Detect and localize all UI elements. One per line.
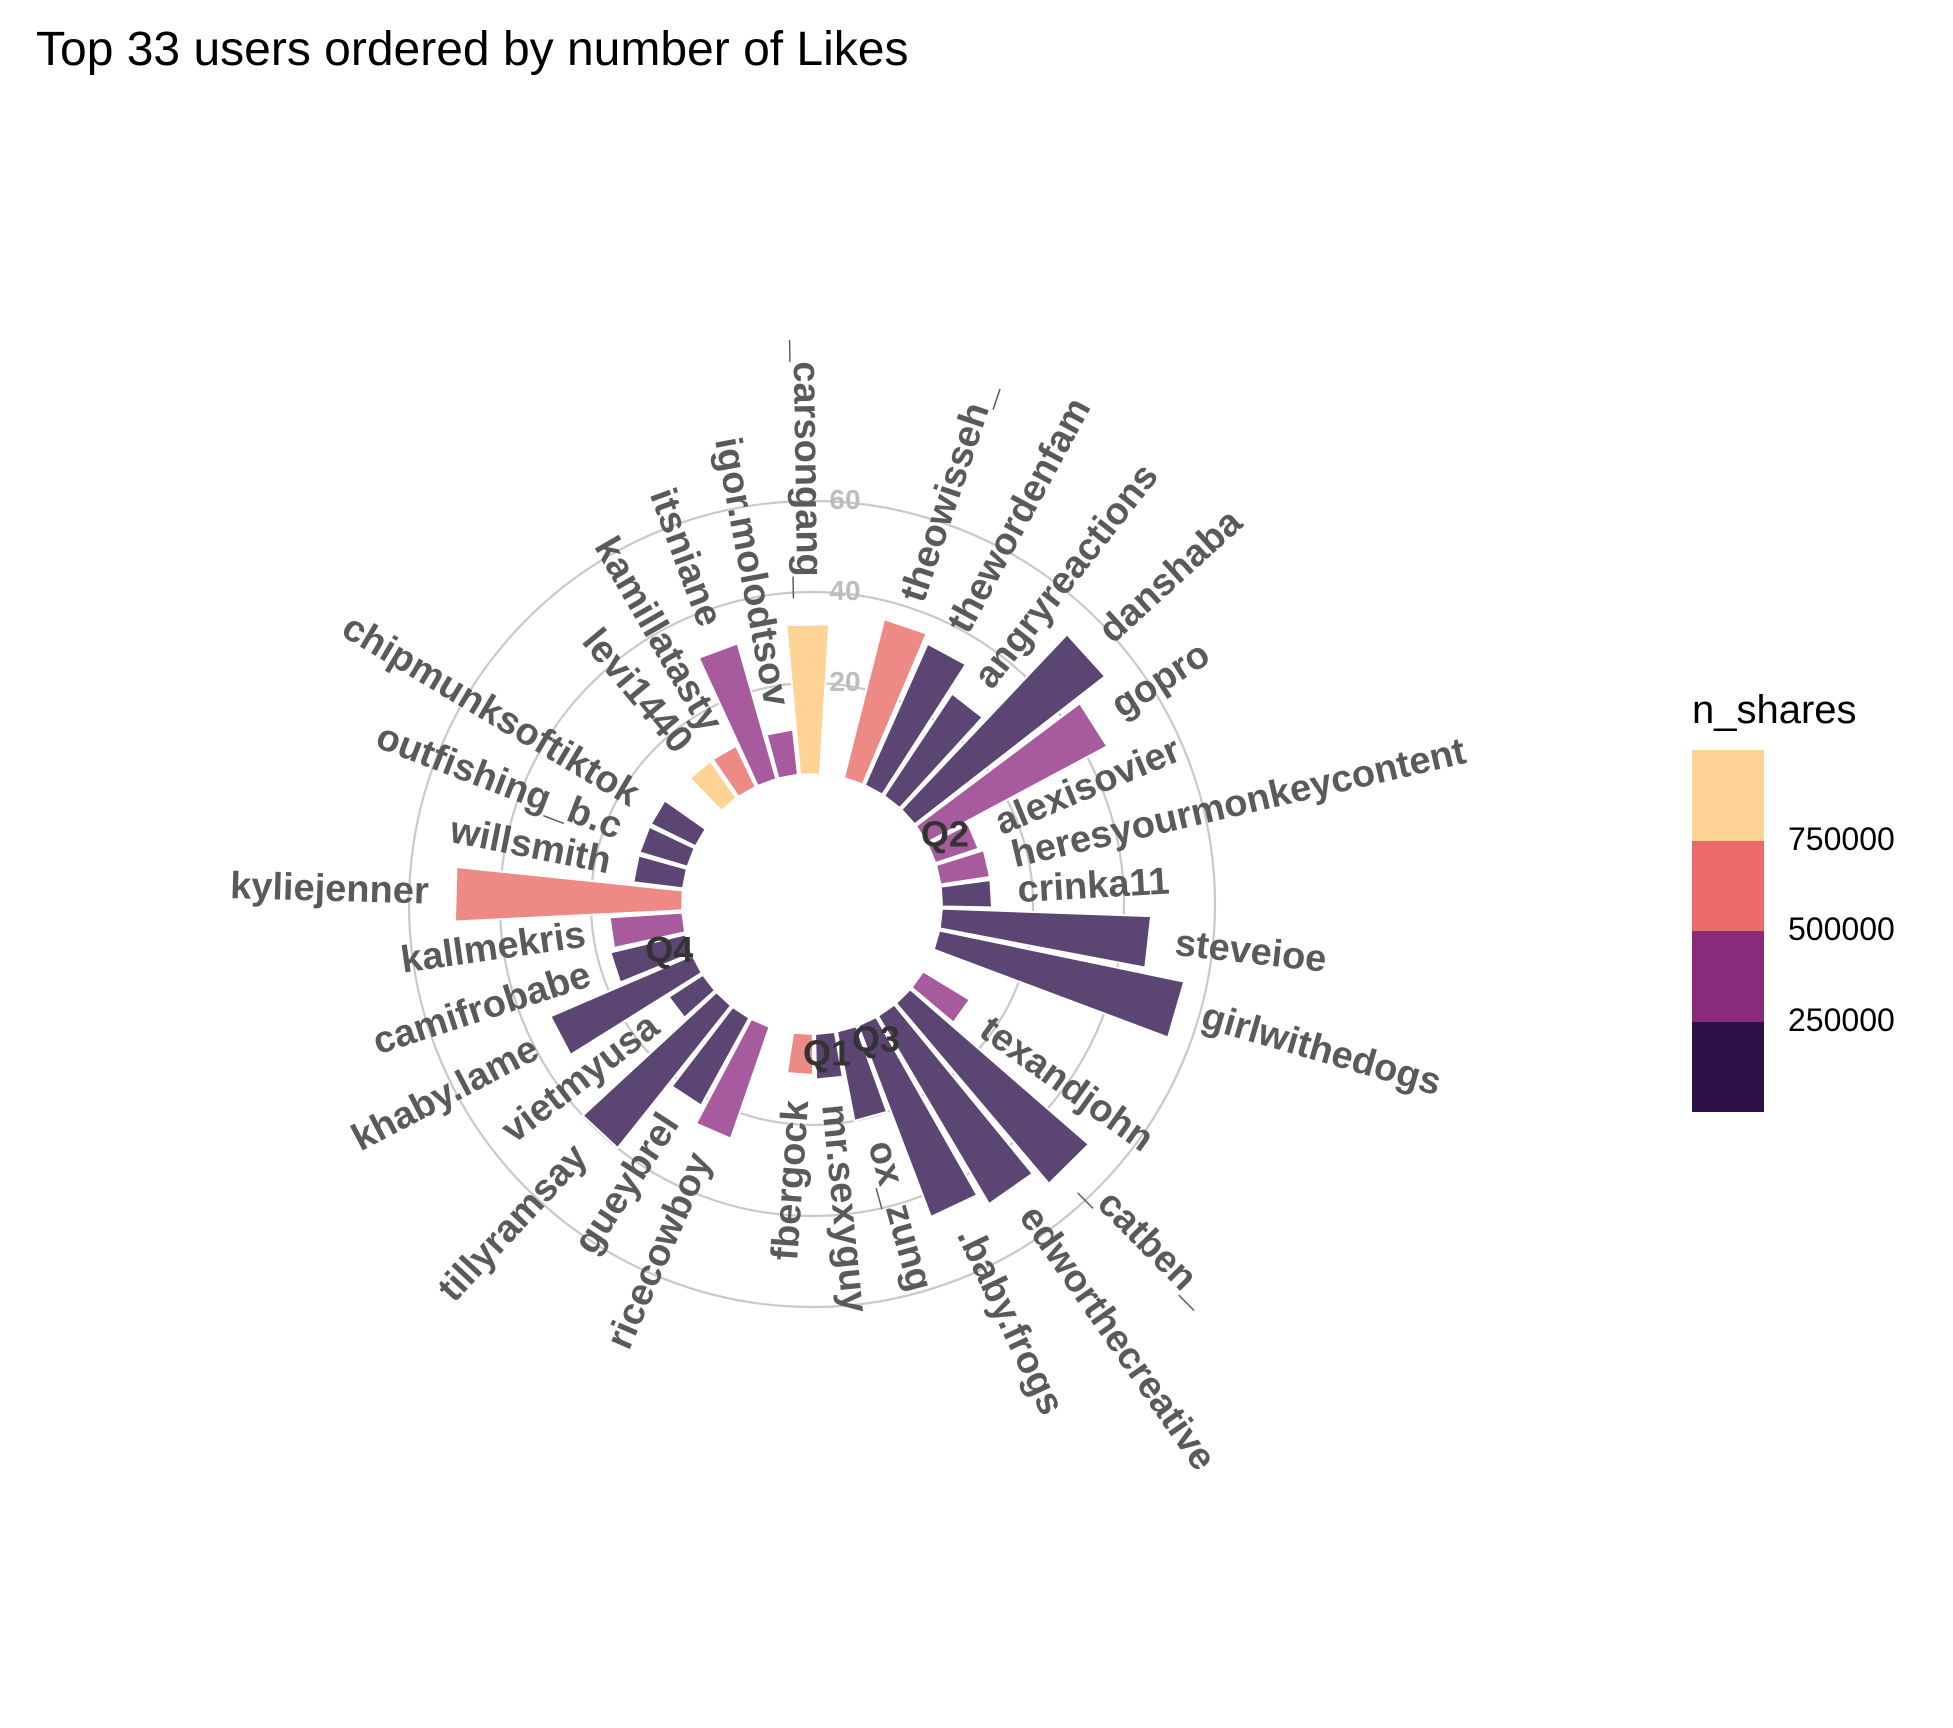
bar xyxy=(670,1005,751,1108)
legend-tick-label: 250000 xyxy=(1788,1001,1895,1038)
bar xyxy=(638,825,696,868)
bar xyxy=(697,642,778,788)
user-label: tillyramsay xyxy=(430,1136,596,1310)
bar xyxy=(876,1003,1035,1206)
chart-title: Top 33 users ordered by number of Likes xyxy=(36,23,909,76)
bar xyxy=(835,1025,889,1123)
bar xyxy=(608,911,687,950)
bar xyxy=(785,1031,815,1077)
legend-colorbar: 750000 500000 250000 xyxy=(1692,750,1895,1112)
group-label: Q3 xyxy=(852,1019,900,1060)
bar xyxy=(914,701,1109,845)
bar xyxy=(632,854,688,890)
legend-swatch xyxy=(1692,750,1764,841)
user-label: kyliejenner xyxy=(230,865,430,912)
bar xyxy=(453,865,684,923)
user-label: crinka11 xyxy=(1016,860,1170,911)
group-label: Q1 xyxy=(803,1032,851,1073)
bar xyxy=(856,1015,979,1219)
bar xyxy=(694,1017,771,1141)
bar xyxy=(785,623,831,776)
bar xyxy=(894,987,1091,1186)
legend-swatch xyxy=(1692,1021,1764,1112)
bar xyxy=(688,759,739,813)
group-label: Q4 xyxy=(645,929,693,970)
bar xyxy=(649,798,708,848)
user-label: _carsongang_ xyxy=(784,339,830,599)
bar xyxy=(711,744,757,799)
bar xyxy=(938,907,1153,969)
bar xyxy=(882,692,985,810)
bar xyxy=(549,954,704,1057)
bar xyxy=(814,1030,844,1081)
group-labels: Q1 Q2 Q3 Q4 xyxy=(645,813,969,1073)
user-label: fbergock xyxy=(764,1098,817,1262)
bar xyxy=(609,933,693,984)
legend-swatch xyxy=(1692,840,1764,931)
user-label: steveioe xyxy=(1173,922,1329,981)
radial-tick-labels: 20 40 60 xyxy=(829,484,860,697)
legend-title: n_shares xyxy=(1692,688,1857,732)
user-label: mr.sexyguy xyxy=(813,1102,876,1314)
bar xyxy=(939,878,994,909)
radial-tick-label: 40 xyxy=(829,575,860,606)
legend-tick-label: 750000 xyxy=(1788,820,1895,857)
radial-tick-label: 20 xyxy=(829,666,860,697)
legend-tick-label: 500000 xyxy=(1788,911,1895,947)
bar xyxy=(667,973,717,1020)
bar xyxy=(899,632,1107,826)
grid-circle-60 xyxy=(407,499,1217,1309)
bar xyxy=(863,642,968,796)
bar xyxy=(932,929,1186,1039)
bar xyxy=(842,617,929,786)
legend: n_shares 750000 500000 250000 xyxy=(1690,688,1895,1112)
legend-swatch xyxy=(1692,931,1764,1022)
bar xyxy=(765,728,800,780)
bar xyxy=(581,990,733,1150)
bar xyxy=(934,848,992,886)
user-label: girlwithedogs xyxy=(1197,995,1446,1104)
bars xyxy=(453,617,1186,1219)
bar xyxy=(910,970,972,1025)
group-label: Q2 xyxy=(921,813,969,854)
bar xyxy=(926,822,980,865)
radial-tick-label: 60 xyxy=(829,484,860,515)
